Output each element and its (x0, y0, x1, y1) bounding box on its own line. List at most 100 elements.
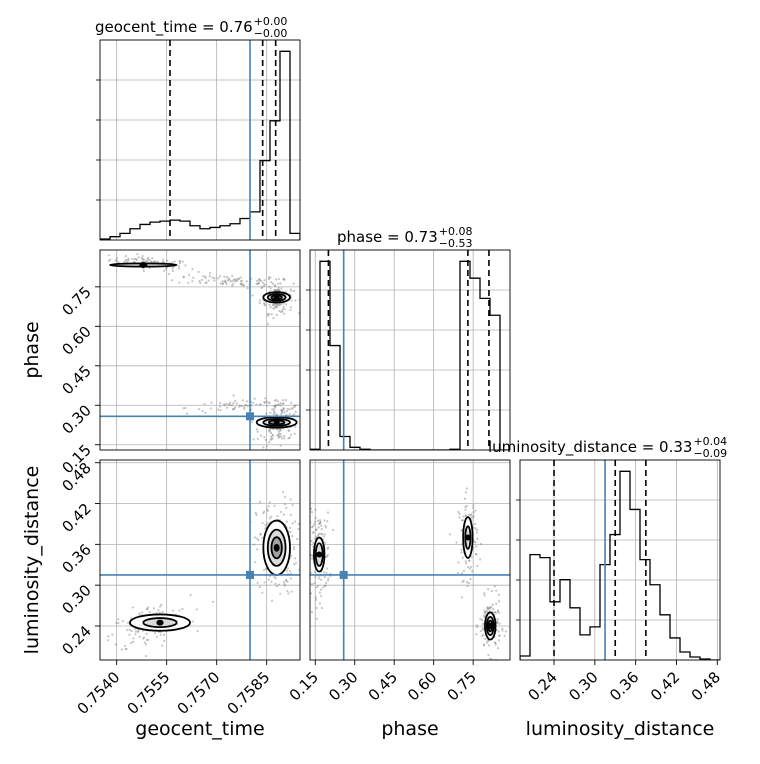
scatter-point (319, 521, 322, 524)
scatter-point (314, 596, 317, 599)
scatter-point (468, 559, 471, 562)
scatter-point (282, 402, 285, 405)
scatter-point (259, 434, 263, 437)
scatter-point (145, 632, 148, 635)
scatter-point (245, 400, 249, 403)
scatter-point (497, 639, 501, 642)
scatter-point (465, 562, 468, 565)
scatter-point (275, 413, 278, 416)
scatter-point (469, 565, 472, 569)
scatter-point (262, 569, 266, 572)
scatter-point (231, 279, 234, 283)
x-tick-label-geocent_time: 0.7555 (124, 668, 174, 718)
scatter-point (255, 513, 258, 516)
scatter-point (184, 406, 187, 410)
scatter-point (326, 555, 329, 558)
scatter-point (457, 510, 460, 514)
scatter-point (273, 404, 276, 407)
scatter-point (469, 577, 472, 581)
scatter-point (280, 410, 284, 413)
scatter-point (293, 563, 296, 566)
scatter-point (148, 610, 151, 614)
scatter-point (213, 277, 216, 280)
scatter-point (302, 545, 304, 547)
scatter-point (196, 629, 199, 633)
scatter-point (271, 303, 274, 307)
scatter-point (461, 556, 464, 559)
scatter-point (126, 628, 129, 631)
scatter-point (255, 279, 258, 283)
scatter-point (279, 510, 283, 514)
scatter-point (253, 536, 257, 539)
scatter-point (163, 633, 166, 636)
scatter-point (493, 611, 497, 614)
scatter-point (320, 528, 323, 531)
truth-marker (339, 570, 348, 579)
scatter-point (117, 621, 120, 625)
scatter-point (283, 583, 286, 586)
scatter-point (317, 526, 320, 529)
scatter-point (124, 647, 128, 650)
scatter-point (179, 260, 182, 263)
scatter-point (223, 280, 226, 283)
scatter-point (474, 527, 477, 530)
scatter-point (255, 282, 258, 286)
scatter-point (234, 278, 237, 281)
scatter-point (137, 256, 140, 259)
scatter-point (483, 592, 486, 595)
scatter-point (137, 629, 140, 633)
scatter-point (263, 581, 266, 584)
scatter-point (306, 564, 308, 566)
scatter-point (318, 522, 321, 525)
scatter-point (246, 404, 249, 407)
scatter-point (107, 639, 110, 642)
scatter-point (204, 275, 207, 278)
scatter-point (483, 611, 486, 615)
scatter-point (264, 397, 267, 400)
scatter-point (268, 441, 271, 444)
scatter-point (294, 299, 297, 302)
scatter-point (464, 560, 467, 563)
scatter-point (294, 562, 298, 565)
scatter-point (492, 608, 495, 611)
scatter-point (283, 277, 286, 281)
scatter-point (316, 534, 319, 537)
scatter-point (282, 399, 285, 402)
scatter-panel-phase-luminosity_distance (302, 460, 510, 660)
scatter-point (269, 411, 272, 414)
density-peak (464, 534, 471, 541)
x-tick-label-geocent_time: 0.7585 (224, 668, 274, 718)
y-tick-label-phase: 0.45 (58, 362, 94, 398)
scatter-point (268, 501, 271, 504)
scatter-point (265, 508, 269, 511)
scatter-point (274, 582, 277, 585)
scatter-point (279, 444, 282, 447)
scatter-point (285, 409, 289, 413)
scatter-point (189, 593, 192, 597)
scatter-point (258, 500, 262, 504)
scatter-point (109, 258, 112, 261)
scatter-point (269, 287, 272, 290)
scatter-point (198, 408, 201, 411)
scatter-point (223, 403, 226, 406)
scatter-point (255, 403, 258, 406)
scatter-point (487, 587, 490, 591)
scatter-point (107, 259, 110, 263)
y-tick-label-luminosity_distance: 0.30 (58, 581, 94, 617)
scatter-point (158, 611, 161, 614)
scatter-point (111, 633, 114, 636)
scatter-point (283, 312, 286, 315)
scatter-point (464, 508, 467, 511)
scatter-point (292, 289, 296, 292)
scatter-point (128, 628, 131, 631)
scatter-point (493, 641, 497, 644)
scatter-point (289, 498, 292, 501)
scatter-point (245, 280, 248, 283)
scatter-point (123, 260, 126, 263)
scatter-point (274, 577, 277, 580)
scatter-point (217, 277, 220, 280)
scatter-point (266, 522, 269, 525)
scatter-point (138, 635, 141, 638)
scatter-point (495, 602, 498, 605)
scatter-point (488, 607, 491, 610)
